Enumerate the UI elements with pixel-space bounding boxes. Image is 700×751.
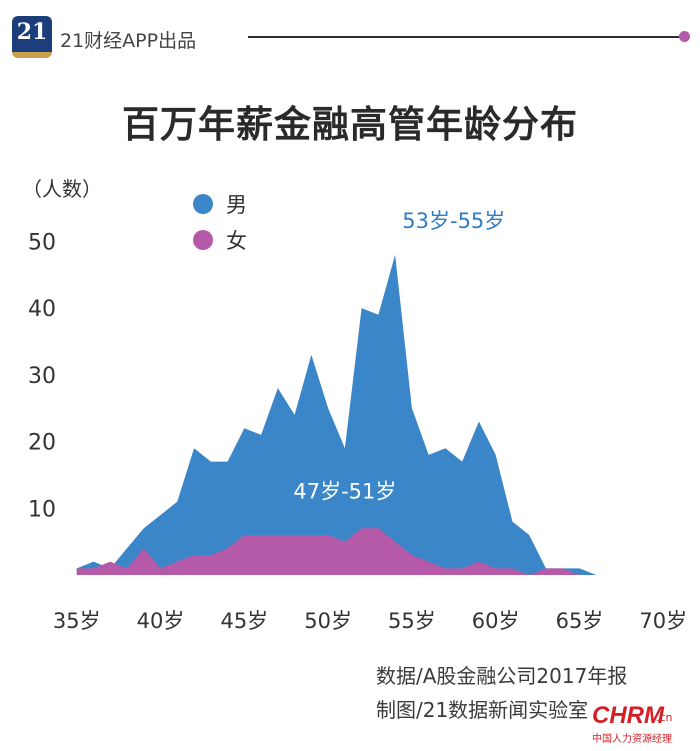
brand-label: 21财经APP出品 [60, 30, 197, 52]
legend-swatch-female [193, 230, 213, 250]
x-tick-label: 55岁 [388, 609, 436, 633]
source-line-2: 制图/21数据新闻实验室 [376, 698, 589, 722]
x-tick-label: 65岁 [556, 609, 604, 633]
y-tick-label: 30 [28, 364, 56, 389]
annotation-label: 47岁-51岁 [293, 479, 396, 503]
x-tick-label: 45岁 [220, 609, 268, 633]
y-tick-label: 40 [28, 297, 56, 322]
chrm-watermark-logo: CHRM [592, 702, 664, 729]
logo-text: 21 [16, 19, 48, 45]
x-tick-label: 40岁 [137, 609, 185, 633]
chart-title: 百万年薪金融高管年龄分布 [122, 103, 578, 146]
x-tick-label: 50岁 [304, 609, 352, 633]
x-tick-label: 60岁 [472, 609, 520, 633]
source-line-1: 数据/A股金融公司2017年报 [376, 664, 628, 688]
area-series-female [76, 528, 680, 575]
chrm-watermark-tagline: 中国人力资源经理 [592, 734, 672, 745]
y-tick-label: 10 [28, 497, 56, 522]
logo: 21 [12, 16, 52, 58]
legend-swatch-male [193, 194, 213, 214]
x-tick-label: 70岁 [639, 609, 687, 633]
y-axis-label: （人数） [22, 177, 102, 201]
area-series-male [76, 254, 680, 575]
chrm-watermark-suffix: .cn [656, 711, 673, 724]
legend-label-female: 女 [226, 229, 247, 253]
y-tick-label: 20 [28, 431, 56, 456]
x-tick-label: 35岁 [53, 609, 101, 633]
header: 21 21财经APP出品 [0, 0, 700, 70]
header-divider [248, 36, 680, 38]
legend-label-male: 男 [226, 193, 247, 217]
annotation-label: 53岁-55岁 [402, 209, 505, 233]
header-dot [679, 31, 690, 42]
y-tick-label: 50 [28, 230, 56, 255]
